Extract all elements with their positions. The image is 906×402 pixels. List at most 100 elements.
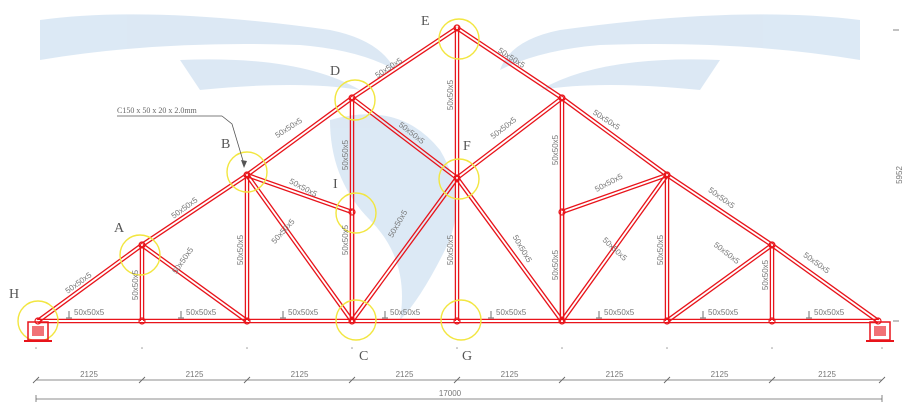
node-label-e: E bbox=[421, 14, 430, 29]
grid-marker bbox=[456, 347, 458, 349]
member-t7-b6-edge1 bbox=[667, 245, 774, 323]
node-label-h: H bbox=[9, 287, 19, 302]
dimension-tick bbox=[32, 376, 40, 384]
node-plate-b1 bbox=[138, 317, 146, 325]
node-label-d: D bbox=[330, 64, 340, 79]
web-section-label: 50x50x5 bbox=[712, 240, 742, 266]
member-F-b5-edge0 bbox=[455, 178, 562, 323]
dimension-tick bbox=[663, 376, 671, 384]
dimension-tick bbox=[348, 376, 356, 384]
member-F-C-edge0 bbox=[350, 176, 457, 321]
grid-marker bbox=[771, 347, 773, 349]
web-section-label: 50x50x5 bbox=[551, 249, 560, 280]
member-t6-t7-edge0 bbox=[665, 175, 772, 247]
grid-marker bbox=[351, 347, 353, 349]
node-plate-t7 bbox=[768, 241, 776, 249]
node-plate-f bbox=[453, 174, 461, 182]
node-label-g: G bbox=[462, 349, 472, 364]
node-plate-b5 bbox=[558, 317, 566, 325]
member-t5-F-edge1 bbox=[457, 98, 564, 180]
angle-section-icon bbox=[596, 311, 602, 319]
bottom-chord-section-label: 50x50x5 bbox=[814, 308, 845, 317]
total-dimension-text: 17000 bbox=[439, 389, 462, 398]
section-labels: 50x50x5 50x50x5 50x50x5 50x50x5 50x50x5 50x50… bbox=[64, 46, 845, 319]
member-t6-b5-edge1 bbox=[562, 175, 669, 323]
member-H-A-edge1 bbox=[36, 243, 142, 321]
member-B-C-edge0 bbox=[245, 175, 352, 323]
highlight-circles bbox=[17, 18, 482, 342]
panel-dimension-text: 2125 bbox=[501, 370, 519, 379]
panel-dimension-text: 2125 bbox=[186, 370, 204, 379]
node-label-c: C bbox=[359, 349, 368, 364]
highlight-circle-i bbox=[335, 192, 377, 234]
member-D-F-edge0 bbox=[350, 98, 457, 180]
bottom-chord-section-label: 50x50x5 bbox=[496, 308, 527, 317]
node-plate-i bbox=[348, 208, 356, 216]
callout-text: C150 x 50 x 20 x 2.0mm bbox=[117, 106, 198, 115]
member-E-t5-edge0 bbox=[455, 28, 562, 100]
panel-dimension-text: 2125 bbox=[396, 370, 414, 379]
truss-members bbox=[34, 24, 882, 325]
watermark-logo bbox=[40, 14, 860, 321]
node-plate-b2 bbox=[243, 317, 251, 325]
web-section-label: 50x50x5 bbox=[446, 234, 455, 265]
grid-marker bbox=[246, 347, 248, 349]
left-support bbox=[24, 321, 52, 342]
dimension-tick bbox=[768, 376, 776, 384]
panel-dimension-text: 2125 bbox=[818, 370, 836, 379]
node-plate-a bbox=[138, 241, 146, 249]
highlight-circle-c bbox=[335, 299, 377, 341]
panel-dimension-text: 2125 bbox=[80, 370, 98, 379]
node-plate-b bbox=[243, 171, 251, 179]
member-t7-b6-edge0 bbox=[665, 243, 772, 321]
web-section-label: 50x50x5 bbox=[761, 259, 770, 290]
member-H-A-edge0 bbox=[38, 245, 144, 323]
web-section-label: 50x50x5 bbox=[236, 234, 245, 265]
node-plate-h bbox=[34, 317, 42, 325]
highlight-circle-b bbox=[226, 151, 268, 193]
section-callout: C150 x 50 x 20 x 2.0mm bbox=[117, 106, 247, 168]
dimension-tick bbox=[453, 376, 461, 384]
node-label-a: A bbox=[114, 221, 125, 236]
node-plate-b7 bbox=[768, 317, 776, 325]
web-section-label: 50x50x5 bbox=[131, 269, 140, 300]
web-section-label: 50x50x5 bbox=[288, 177, 319, 199]
member-t6-t7-edge1 bbox=[667, 173, 774, 245]
member-t5-t6-edge1 bbox=[562, 96, 669, 175]
span-dimensions: 17000 2125 2125 2125 2125 2125 2125 2125 2125 bbox=[32, 347, 886, 402]
dimension-tick bbox=[558, 376, 566, 384]
dimension-tick bbox=[243, 376, 251, 384]
height-dimension: 5952 bbox=[893, 29, 904, 322]
angle-section-icon bbox=[806, 311, 812, 319]
highlight-circle-d bbox=[334, 79, 376, 121]
panel-dimension-text: 2125 bbox=[711, 370, 729, 379]
web-section-label: 50x50x5 bbox=[511, 233, 534, 264]
member-t6-b5-edge0 bbox=[560, 173, 667, 321]
member-t7-R-edge1 bbox=[772, 243, 880, 321]
web-section-label: 50x50x5 bbox=[551, 134, 560, 165]
web-section-label: 50x50x5 bbox=[446, 79, 455, 110]
panel-dimension-text: 2125 bbox=[606, 370, 624, 379]
highlight-circle-g bbox=[440, 299, 482, 341]
web-section-label: 50x50x5 bbox=[341, 139, 350, 170]
angle-section-icon bbox=[700, 311, 706, 319]
dimension-tick bbox=[138, 376, 146, 384]
member-A-b2-edge0 bbox=[140, 245, 247, 323]
angle-section-icon bbox=[382, 311, 388, 319]
grid-marker bbox=[141, 347, 143, 349]
node-plate-t5 bbox=[558, 94, 566, 102]
node-plate-j bbox=[558, 208, 566, 216]
highlight-circle-f bbox=[438, 158, 480, 200]
node-plate-e bbox=[453, 24, 461, 32]
grid-marker bbox=[666, 347, 668, 349]
member-D-E-edge0 bbox=[352, 28, 459, 100]
node-label-f: F bbox=[463, 139, 471, 154]
node-plate-g bbox=[453, 317, 461, 325]
member-E-t5-edge1 bbox=[457, 26, 564, 98]
bottom-chord-section-label: 50x50x5 bbox=[390, 308, 421, 317]
member-t6-J-edge1 bbox=[562, 175, 668, 215]
bottom-chord-section-label: 50x50x5 bbox=[708, 308, 739, 317]
node-label-i: I bbox=[333, 177, 338, 192]
angle-section-icon bbox=[178, 311, 184, 319]
